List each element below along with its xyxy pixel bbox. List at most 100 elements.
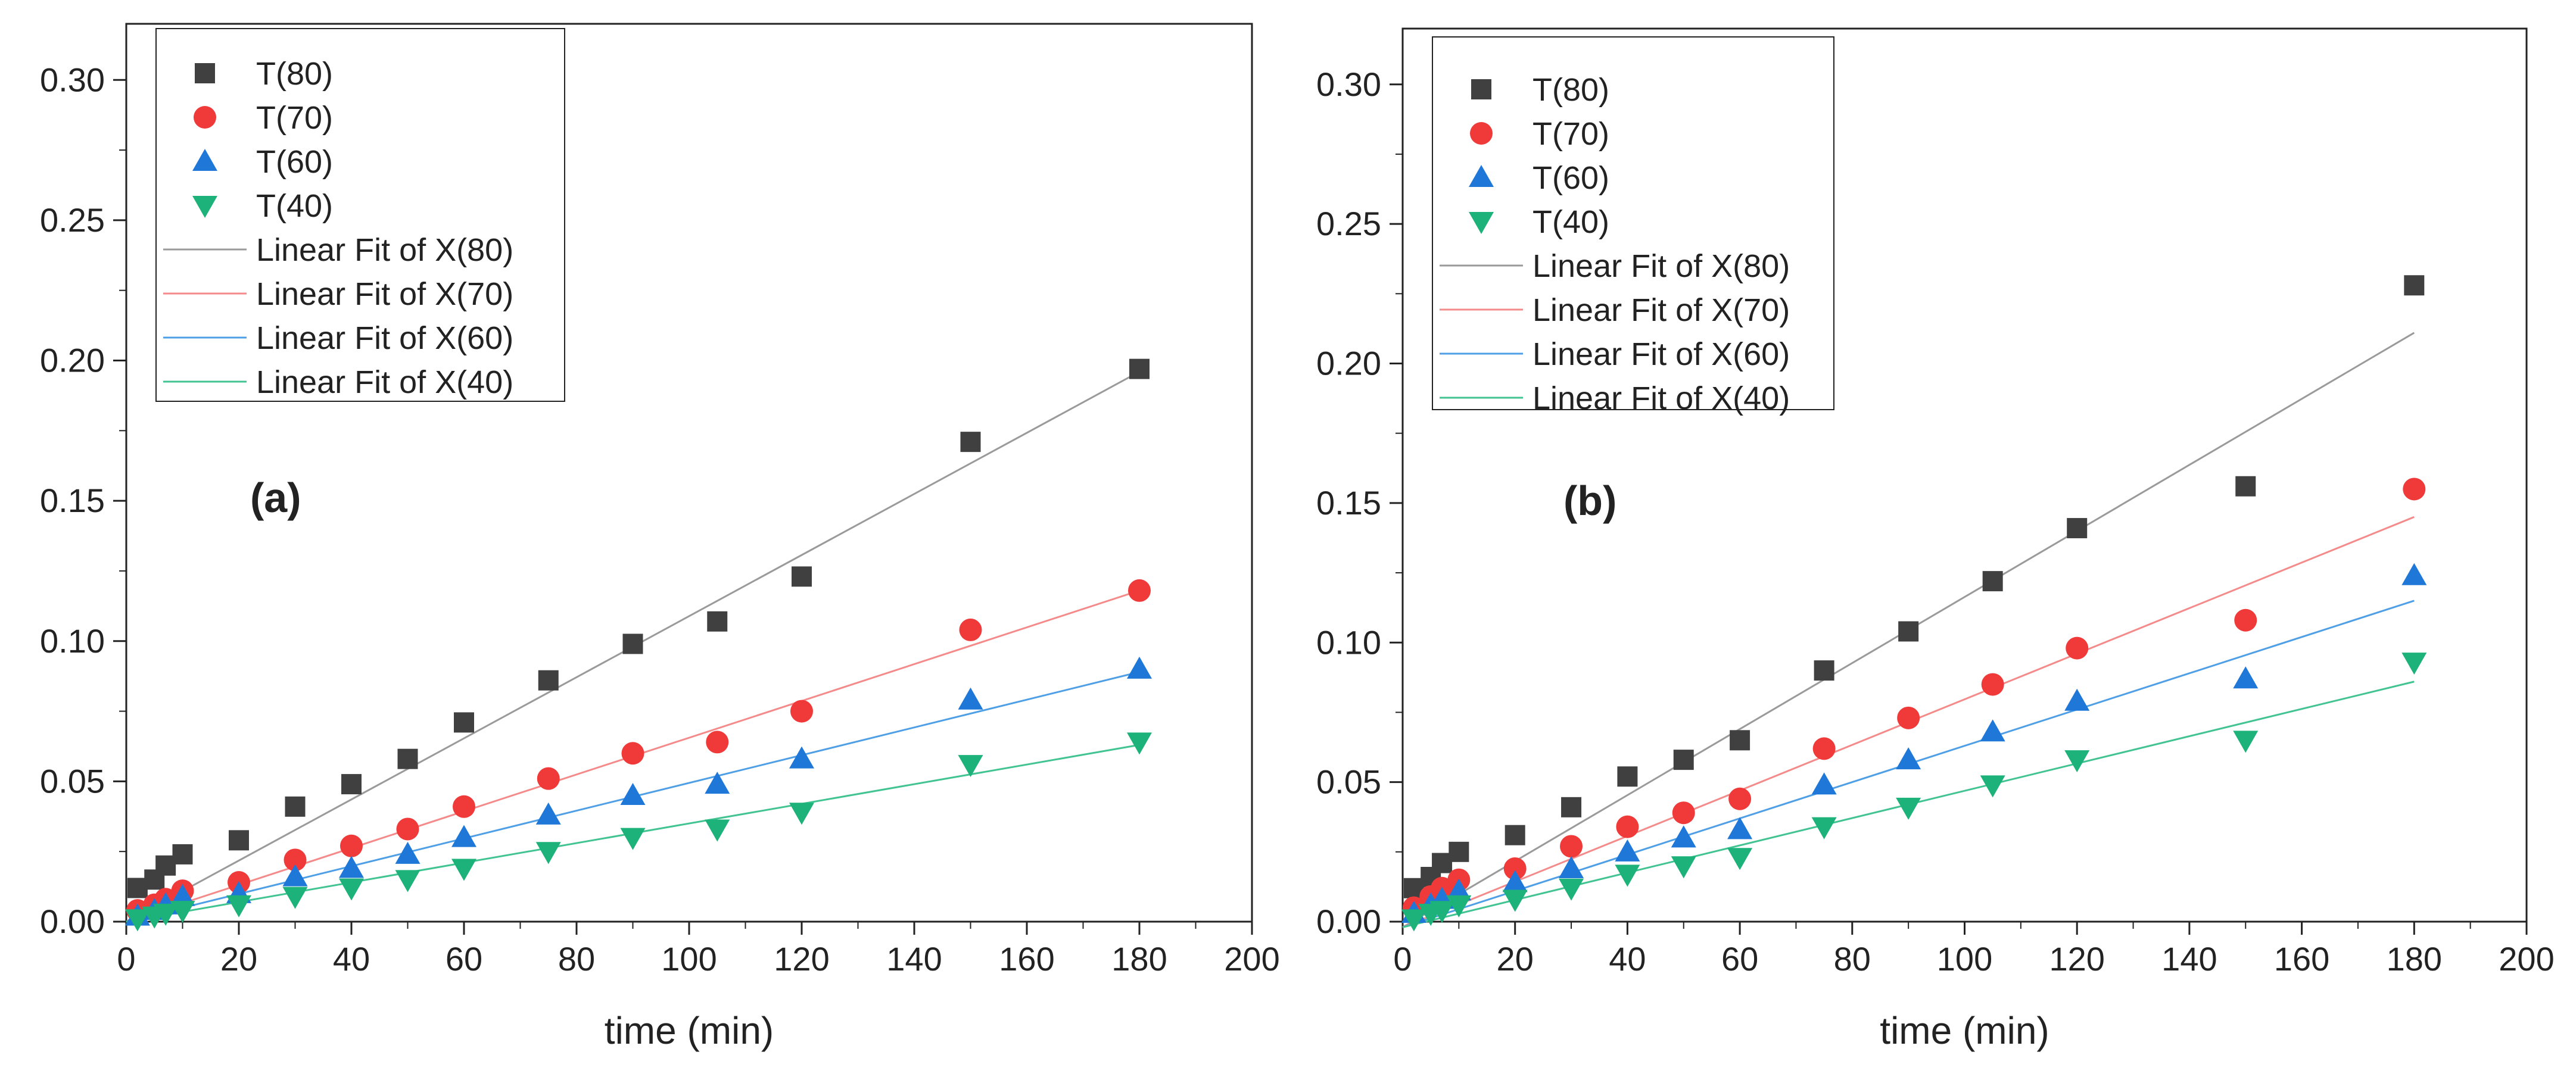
x-tick-label: 60 <box>446 940 482 978</box>
data-point-T70 <box>340 835 363 857</box>
x-tick-label: 120 <box>2049 940 2104 978</box>
data-point-T80 <box>341 774 362 794</box>
data-point-T60 <box>1980 719 2005 741</box>
data-point-T70 <box>960 619 982 641</box>
legend-label: T(70) <box>1532 116 1609 152</box>
data-point-T70 <box>1982 673 2004 696</box>
data-point-T40 <box>1896 798 1921 820</box>
data-point-T60 <box>339 856 364 878</box>
x-tick-label: 200 <box>2499 940 2554 978</box>
legend-label: Linear Fit of X(40) <box>1532 380 1790 416</box>
data-point-T40 <box>226 895 251 917</box>
chart-panel-b: 0 20 40 60 80 100 120 140 160 180 200 0.00 0.05 0.10 0… <box>1316 29 2555 1052</box>
legend-label: T(80) <box>256 56 333 92</box>
data-point-T80 <box>1617 766 1637 786</box>
data-point-T80 <box>707 611 727 632</box>
data-point-T40 <box>536 842 561 864</box>
data-point-T60 <box>536 803 561 825</box>
x-axis-title: time (min) <box>1880 1009 2049 1052</box>
data-point-T40 <box>1671 856 1696 878</box>
data-point-T60 <box>395 842 420 864</box>
data-point-T40 <box>395 870 420 892</box>
data-point-T40 <box>705 819 730 841</box>
x-tick-label: 100 <box>1937 940 1992 978</box>
legend-label: T(40) <box>1532 204 1609 240</box>
data-point-T80 <box>1814 660 1834 681</box>
data-point-T40 <box>1503 890 1528 912</box>
data-point-T70 <box>1616 816 1639 838</box>
y-tick-label: 0.20 <box>40 342 105 379</box>
data-point-T80 <box>1983 571 2003 591</box>
data-point-T80 <box>1898 622 1918 642</box>
data-point-T40 <box>1127 732 1152 754</box>
data-point-T80 <box>2067 518 2087 538</box>
data-point-T80 <box>538 670 559 691</box>
legend-marker-T80 <box>1471 79 1491 99</box>
y-tick-label: 0.10 <box>1316 623 1381 661</box>
legend-marker-T80 <box>195 63 215 83</box>
data-point-T70 <box>706 731 728 753</box>
data-point-T70 <box>2234 609 2257 632</box>
data-point-T80 <box>1449 842 1469 862</box>
data-point-T80 <box>1730 730 1750 750</box>
data-point-T80 <box>2404 275 2424 295</box>
legend-label: Linear Fit of X(70) <box>256 276 513 312</box>
y-tick-label: 0.25 <box>1316 205 1381 242</box>
data-point-T60 <box>1559 856 1584 878</box>
x-tick-label: 40 <box>1609 940 1646 978</box>
x-tick-label: 140 <box>886 940 942 978</box>
data-point-T80 <box>623 633 643 654</box>
data-point-T60 <box>2064 689 2089 711</box>
data-point-T70 <box>537 767 560 790</box>
data-point-T60 <box>2401 563 2427 585</box>
data-point-T80 <box>1674 750 1694 770</box>
data-point-T70 <box>1560 835 1583 857</box>
panel-label: (a) <box>250 475 301 521</box>
x-tick-label: 160 <box>2274 940 2329 978</box>
data-point-T40 <box>789 803 814 825</box>
y-tick-label: 0.10 <box>40 622 105 660</box>
data-point-T80 <box>961 432 981 452</box>
y-tick-label: 0.15 <box>40 482 105 519</box>
data-point-T80 <box>1561 797 1581 817</box>
y-tick-label: 0.05 <box>1316 763 1381 801</box>
x-tick-label: 120 <box>774 940 829 978</box>
x-tick-label: 40 <box>333 940 370 978</box>
legend: T(80) T(70) T(60) T(40) Linear Fit of X(80) L… <box>156 29 565 401</box>
data-point-T40 <box>2233 731 2258 753</box>
data-point-T60 <box>283 864 308 887</box>
x-tick-label: 0 <box>1393 940 1412 978</box>
data-point-T70 <box>2066 637 2088 660</box>
y-tick-label: 0.00 <box>1316 903 1381 940</box>
data-point-T80 <box>454 712 474 732</box>
data-point-T80 <box>229 830 249 850</box>
data-point-T80 <box>398 749 418 769</box>
data-point-T40 <box>1812 817 1837 839</box>
legend-label: Linear Fit of X(80) <box>1532 248 1790 284</box>
x-tick-label: 100 <box>661 940 717 978</box>
data-point-T80 <box>285 797 306 817</box>
x-axis-title: time (min) <box>605 1009 774 1052</box>
x-tick-label: 200 <box>1224 940 1279 978</box>
data-point-T40 <box>1559 879 1584 901</box>
data-point-T70 <box>1897 707 1920 729</box>
data-point-T60 <box>1615 839 1640 862</box>
figure: 0 20 40 60 80 100 120 140 160 180 2000.000.050.100… <box>0 0 2576 1083</box>
data-point-T40 <box>621 828 646 850</box>
legend-label: Linear Fit of X(40) <box>256 364 513 400</box>
x-tick-label: 180 <box>2387 940 2442 978</box>
data-point-T40 <box>339 878 364 900</box>
legend-label: T(60) <box>256 144 333 180</box>
data-point-T70 <box>790 700 813 723</box>
data-point-T60 <box>958 688 983 710</box>
data-point-T80 <box>1129 359 1150 379</box>
y-tick-label: 0.30 <box>40 61 105 98</box>
data-point-T80 <box>173 844 193 864</box>
y-tick-label: 0.15 <box>1316 484 1381 522</box>
legend-label: T(70) <box>256 100 333 136</box>
legend-label: T(60) <box>1532 160 1609 196</box>
y-tick-label: 0.05 <box>40 762 105 800</box>
legend-label: Linear Fit of X(70) <box>1532 292 1790 328</box>
x-tick-label: 180 <box>1111 940 1167 978</box>
data-point-T70 <box>1728 788 1751 810</box>
